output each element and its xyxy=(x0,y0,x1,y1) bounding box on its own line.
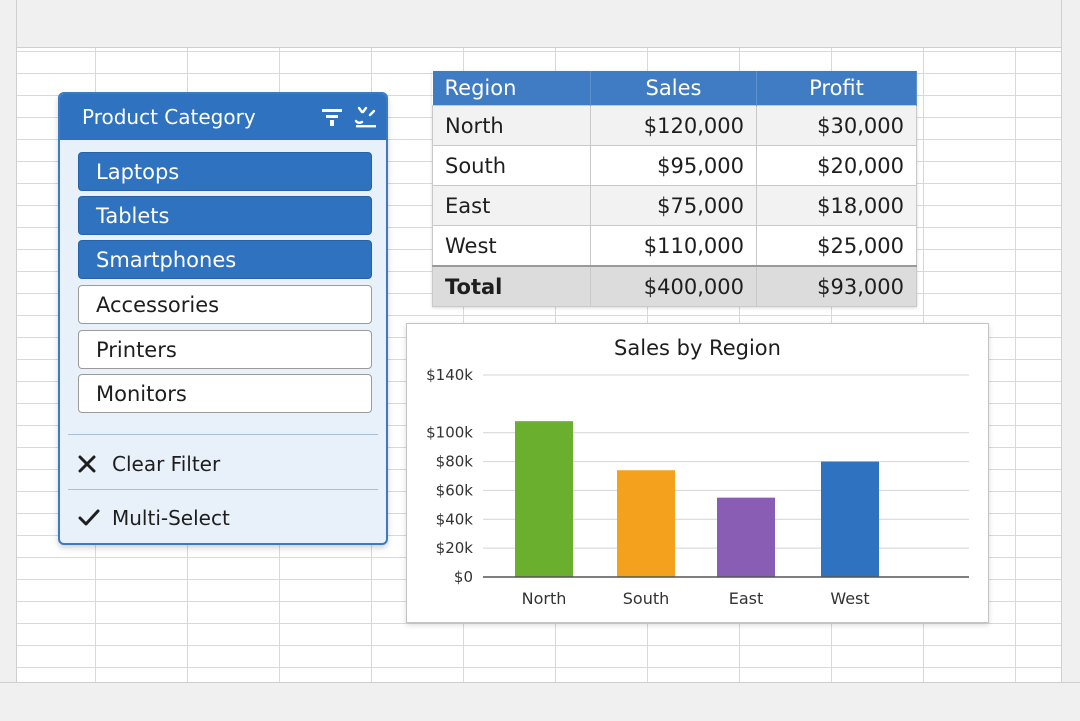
chart-title: Sales by Region xyxy=(614,336,781,360)
table-row: South $95,000 $20,000 xyxy=(432,145,917,186)
slicer-item-label: Monitors xyxy=(96,381,187,406)
slicer-item-label: Printers xyxy=(96,337,177,362)
x-tick-label: East xyxy=(729,589,764,608)
slicer-item-label: Laptops xyxy=(96,159,180,184)
table-cell[interactable]: $30,000 xyxy=(756,105,917,146)
table-cell[interactable]: $20,000 xyxy=(756,145,917,186)
bar-west[interactable] xyxy=(821,461,879,577)
product-category-slicer: Product Category Laptops Tablets Smartph… xyxy=(58,92,388,545)
table-cell[interactable]: South xyxy=(432,145,591,186)
table-cell[interactable]: North xyxy=(432,105,591,146)
multi-select-icon[interactable] xyxy=(318,103,346,131)
slicer-item-label: Accessories xyxy=(96,292,220,317)
table-cell[interactable]: $120,000 xyxy=(590,105,757,146)
clear-filter-icon[interactable] xyxy=(352,103,380,131)
sales-table: Region Sales Profit North $120,000 $30,0… xyxy=(432,71,917,307)
spreadsheet-footer xyxy=(0,682,1080,721)
x-tick-label: South xyxy=(623,589,670,608)
table-cell[interactable]: West xyxy=(432,225,591,267)
slicer-title: Product Category xyxy=(82,105,256,129)
y-tick-label: $140k xyxy=(426,366,473,384)
table-cell[interactable]: $400,000 xyxy=(590,265,757,307)
y-tick-label: $60k xyxy=(436,481,474,499)
y-tick-label: $40k xyxy=(436,510,474,528)
table-row: West $110,000 $25,000 xyxy=(432,225,917,267)
slicer-item-label: Smartphones xyxy=(96,247,237,272)
slicer-item-monitors[interactable]: Monitors xyxy=(78,374,372,413)
spreadsheet-column-header xyxy=(0,0,1080,48)
bar-north[interactable] xyxy=(515,421,573,577)
table-cell[interactable]: Total xyxy=(432,265,591,307)
y-tick-label: $20k xyxy=(436,539,474,557)
multi-select-label: Multi-Select xyxy=(112,506,230,530)
x-tick-label: West xyxy=(830,589,869,608)
chart-plot: $0 $20k $40k $60k $80k $100k $140k North South Ea… xyxy=(426,366,969,608)
clear-filter-button[interactable]: Clear Filter xyxy=(78,446,220,482)
checkmark-icon xyxy=(78,509,104,527)
table-header-row: Region Sales Profit xyxy=(432,71,917,106)
table-cell[interactable]: $25,000 xyxy=(756,225,917,267)
column-header-sales[interactable]: Sales xyxy=(590,71,757,106)
table-total-row: Total $400,000 $93,000 xyxy=(432,265,917,307)
table-cell[interactable]: $110,000 xyxy=(590,225,757,267)
multi-select-button[interactable]: Multi-Select xyxy=(78,500,230,536)
slicer-item-smartphones[interactable]: Smartphones xyxy=(78,240,372,279)
slicer-divider xyxy=(68,434,378,435)
table-cell[interactable]: East xyxy=(432,185,591,226)
column-header-region[interactable]: Region xyxy=(432,71,591,106)
bar-south[interactable] xyxy=(617,470,675,577)
spreadsheet-scrollbar[interactable] xyxy=(1061,0,1080,720)
slicer-divider xyxy=(68,489,378,490)
table-row: North $120,000 $30,000 xyxy=(432,105,917,146)
table-row: East $75,000 $18,000 xyxy=(432,185,917,226)
table-cell[interactable]: $93,000 xyxy=(756,265,917,307)
sales-chart[interactable]: Sales by Region $0 $20k $40k $60k $80k $100k $… xyxy=(406,323,989,623)
column-header-profit[interactable]: Profit xyxy=(756,71,917,106)
y-tick-label: $100k xyxy=(426,424,473,442)
table-cell[interactable]: $18,000 xyxy=(756,185,917,226)
slicer-item-printers[interactable]: Printers xyxy=(78,330,372,369)
close-icon xyxy=(78,455,104,473)
bar-east[interactable] xyxy=(717,497,775,577)
slicer-header: Product Category xyxy=(60,94,386,140)
slicer-item-tablets[interactable]: Tablets xyxy=(78,196,372,235)
table-cell[interactable]: $95,000 xyxy=(590,145,757,186)
spreadsheet-row-header xyxy=(0,0,17,720)
x-tick-label: North xyxy=(522,589,567,608)
slicer-item-label: Tablets xyxy=(96,203,170,228)
table-cell[interactable]: $75,000 xyxy=(590,185,757,226)
y-tick-label: $80k xyxy=(436,453,474,471)
slicer-item-laptops[interactable]: Laptops xyxy=(78,152,372,191)
clear-filter-label: Clear Filter xyxy=(112,452,221,476)
slicer-item-accessories[interactable]: Accessories xyxy=(78,285,372,324)
y-tick-label: $0 xyxy=(454,568,473,586)
